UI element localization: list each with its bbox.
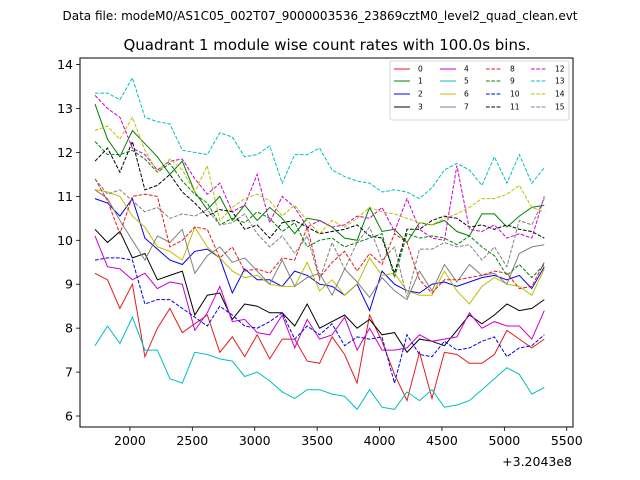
y-tick-label: 10 [57,233,73,248]
series-line-5 [94,315,545,411]
series-line-15 [94,178,545,298]
legend-frame [389,60,570,121]
plot-frame [79,57,574,428]
series-line-12 [94,94,545,241]
y-tick-label: 13 [57,101,73,116]
legend-label-15: 15 [555,103,565,112]
y-tick-label: 11 [57,189,73,204]
legend-label-14: 14 [555,90,565,99]
legend-label-9: 9 [510,77,515,86]
y-axis: 6 7 8 9 10 11 12 13 14 [57,57,80,424]
x-tick-label: 2000 [114,433,146,448]
x-tick-label: 4000 [364,433,396,448]
series-line-2 [94,197,545,312]
series-line-3 [94,228,545,354]
legend-label-13: 13 [555,77,565,86]
y-tick-label: 9 [65,277,73,292]
series-line-10 [94,257,545,386]
series-line-6 [94,189,545,305]
series-line-8 [94,178,545,294]
y-tick-label: 12 [57,145,73,160]
x-tick-label: 2500 [176,433,208,448]
legend-label-7: 7 [464,103,469,112]
series-line-14 [94,116,545,235]
legend-label-1: 1 [418,77,423,86]
legend-label-11: 11 [510,103,520,112]
legend-label-0: 0 [418,65,423,74]
x-tick-label: 3000 [239,433,271,448]
series-line-7 [94,189,545,301]
x-tick-label: 4500 [426,433,458,448]
series-lines [94,76,545,411]
legend-label-10: 10 [510,90,520,99]
legend-label-8: 8 [510,65,515,74]
x-tick-label: 3500 [301,433,333,448]
series-line-13 [95,76,545,200]
y-tick-label: 7 [65,365,73,380]
legend-label-12: 12 [555,65,565,74]
chart-title: Quadrant 1 module wise count rates with … [123,36,530,54]
x-offset-label: +3.2043e8 [502,454,572,469]
y-tick-label: 6 [65,409,73,424]
legend-label-5: 5 [464,77,469,86]
series-line-9 [94,141,545,280]
legend-label-3: 3 [418,103,423,112]
y-tick-label: 14 [57,57,73,72]
x-tick-label: 5500 [551,433,583,448]
figure-suptitle: Data file: modeM0/AS1C05_002T07_90000035… [62,9,577,23]
legend-label-2: 2 [418,90,423,99]
series-line-4 [94,235,545,352]
series-line-0 [94,272,545,403]
y-tick-label: 8 [65,321,73,336]
x-axis: 2000 2500 3000 3500 4000 4500 5000 5500 [114,427,583,448]
legend-label-6: 6 [464,90,469,99]
legend-label-4: 4 [464,65,469,74]
x-tick-label: 5000 [488,433,520,448]
